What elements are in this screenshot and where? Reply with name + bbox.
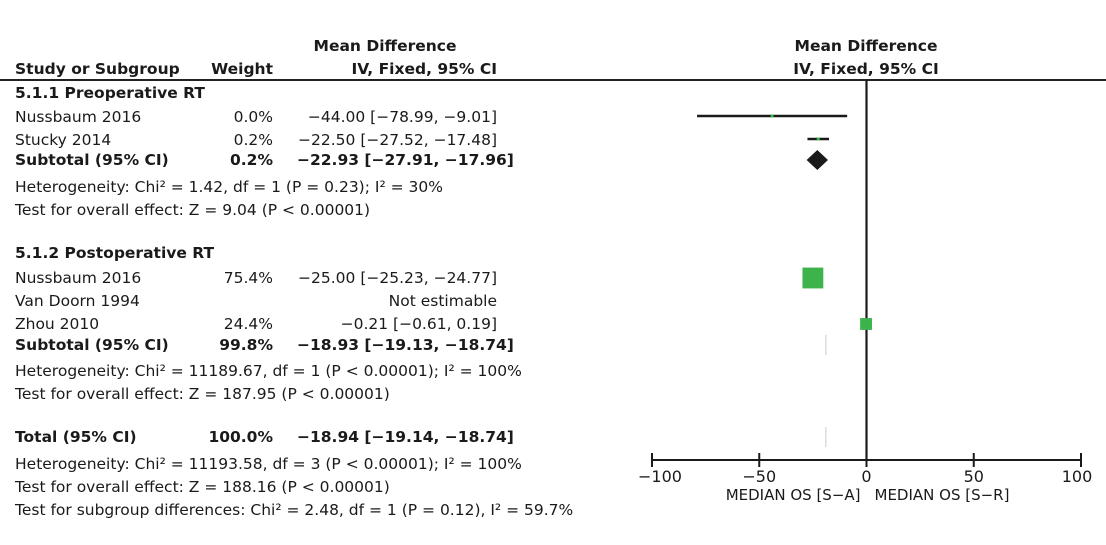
subtotal-label: Subtotal (95% CI) xyxy=(15,336,169,354)
effect-column-header-1: Mean Difference xyxy=(313,37,457,55)
study-label: Nussbaum 2016 xyxy=(15,108,142,126)
effect-ci-value: −18.94 [−19.14, −18.74] xyxy=(297,428,514,446)
weight-column-header: Weight xyxy=(211,60,273,78)
statistics-note: Test for overall effect: Z = 187.95 (P <… xyxy=(15,385,390,403)
x-tick-label: 50 xyxy=(964,467,984,486)
study-label: Nussbaum 2016 xyxy=(15,269,142,287)
effect-ci-value: Not estimable xyxy=(388,292,497,310)
x-tick-label: 100 xyxy=(1062,467,1093,486)
statistics-note: Heterogeneity: Chi² = 11189.67, df = 1 (… xyxy=(15,362,522,380)
study-label: Stucky 2014 xyxy=(15,131,112,149)
weight-value: 0.2% xyxy=(233,131,273,149)
x-axis-label-left: MEDIAN OS [S−A] xyxy=(726,486,861,504)
statistics-note: Test for overall effect: Z = 188.16 (P <… xyxy=(15,478,390,496)
summary-diamond xyxy=(806,150,828,170)
weight-value: 24.4% xyxy=(223,315,273,333)
study-column-header: Study or Subgroup xyxy=(15,60,180,78)
x-axis-label-right: MEDIAN OS [S−R] xyxy=(875,486,1010,504)
study-label: Zhou 2010 xyxy=(15,315,100,333)
weight-value: 99.8% xyxy=(219,336,273,354)
statistics-note: Test for overall effect: Z = 9.04 (P < 0… xyxy=(15,201,371,219)
study-effect-square xyxy=(802,267,824,289)
effect-column-header-2: IV, Fixed, 95% CI xyxy=(351,60,497,78)
plot-column-header-1: Mean Difference xyxy=(794,37,938,55)
statistics-note: Heterogeneity: Chi² = 11193.58, df = 3 (… xyxy=(15,455,522,473)
x-tick-label: −100 xyxy=(638,467,682,486)
study-effect-square xyxy=(770,114,774,118)
study-effect-square xyxy=(860,318,872,330)
statistics-note: Test for subgroup differences: Chi² = 2.… xyxy=(15,501,574,519)
subtotal-label: Total (95% CI) xyxy=(15,428,137,446)
effect-ci-value: −0.21 [−0.61, 0.19] xyxy=(340,315,497,333)
x-tick-label: −50 xyxy=(742,467,776,486)
x-tick-label: 0 xyxy=(861,467,871,486)
study-label: Van Doorn 1994 xyxy=(15,292,140,310)
weight-value: 100.0% xyxy=(208,428,273,446)
weight-value: 0.2% xyxy=(230,151,273,169)
subgroup-heading: 5.1.1 Preoperative RT xyxy=(15,84,205,102)
study-effect-square xyxy=(816,137,820,141)
weight-value: 75.4% xyxy=(223,269,273,287)
effect-ci-value: −22.50 [−27.52, −17.48] xyxy=(298,131,497,149)
effect-ci-value: −18.93 [−19.13, −18.74] xyxy=(297,336,514,354)
weight-value: 0.0% xyxy=(233,108,273,126)
statistics-note: Heterogeneity: Chi² = 1.42, df = 1 (P = … xyxy=(15,178,443,196)
header-rule xyxy=(0,79,1106,81)
subgroup-heading: 5.1.2 Postoperative RT xyxy=(15,244,215,262)
subtotal-label: Subtotal (95% CI) xyxy=(15,151,169,169)
effect-ci-value: −44.00 [−78.99, −9.01] xyxy=(307,108,497,126)
plot-column-header-2: IV, Fixed, 95% CI xyxy=(793,60,939,78)
effect-ci-value: −25.00 [−25.23, −24.77] xyxy=(298,269,497,287)
effect-ci-value: −22.93 [−27.91, −17.96] xyxy=(297,151,514,169)
